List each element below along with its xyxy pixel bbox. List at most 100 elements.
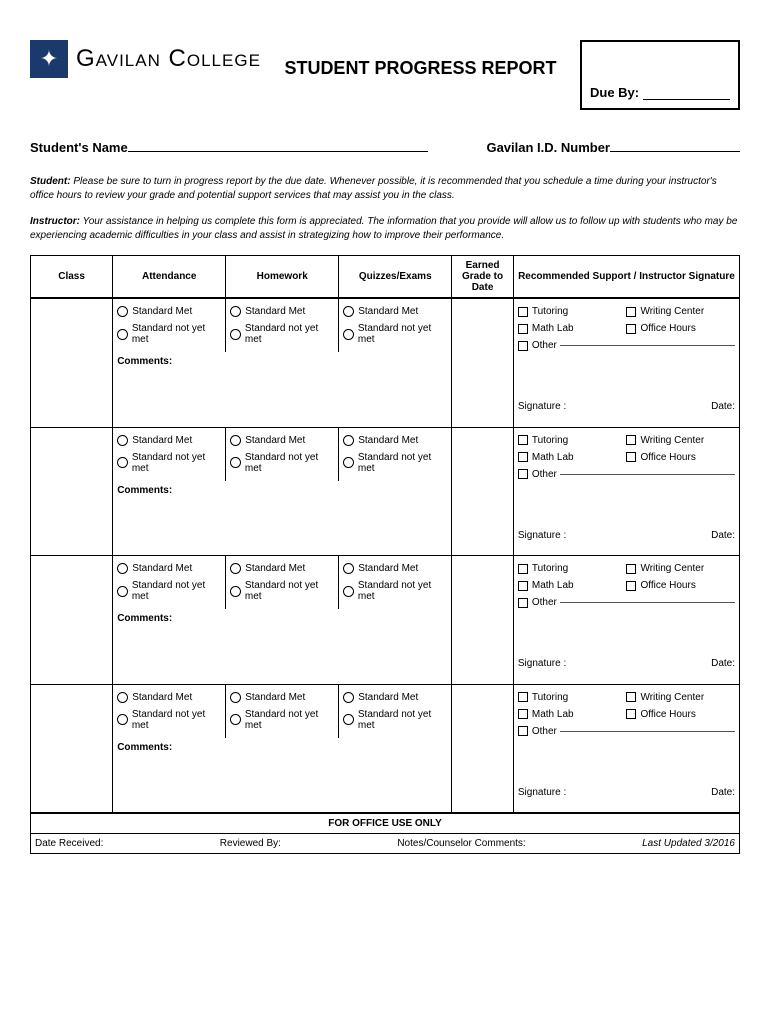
option-met[interactable]: Standard Met <box>343 560 447 577</box>
class-cell[interactable] <box>31 684 113 813</box>
option-met[interactable]: Standard Met <box>117 432 221 449</box>
option-met[interactable]: Standard Met <box>117 689 221 706</box>
option-not-met[interactable]: Standard not yet met <box>343 706 447 734</box>
option-not-met[interactable]: Standard not yet met <box>343 577 447 605</box>
option-not-met[interactable]: Standard not yet met <box>117 449 221 477</box>
radio-icon[interactable] <box>343 692 354 703</box>
checkbox-icon[interactable] <box>626 452 636 462</box>
option-met[interactable]: Standard Met <box>230 560 334 577</box>
office-option[interactable]: Office Hours <box>626 449 735 466</box>
math-option[interactable]: Math Lab <box>518 706 627 723</box>
radio-icon[interactable] <box>117 563 128 574</box>
tutoring-option[interactable]: Tutoring <box>518 303 627 320</box>
option-met[interactable]: Standard Met <box>230 303 334 320</box>
radio-icon[interactable] <box>230 457 241 468</box>
option-not-met[interactable]: Standard not yet met <box>230 577 334 605</box>
option-not-met[interactable]: Standard not yet met <box>117 320 221 348</box>
option-met[interactable]: Standard Met <box>117 303 221 320</box>
other-option[interactable]: Other <box>518 337 735 354</box>
radio-icon[interactable] <box>343 714 354 725</box>
option-met[interactable]: Standard Met <box>230 432 334 449</box>
checkbox-icon[interactable] <box>518 341 528 351</box>
option-not-met[interactable]: Standard not yet met <box>343 320 447 348</box>
checkbox-icon[interactable] <box>626 581 636 591</box>
math-option[interactable]: Math Lab <box>518 577 627 594</box>
radio-icon[interactable] <box>230 692 241 703</box>
id-line[interactable] <box>610 151 740 152</box>
radio-icon[interactable] <box>117 329 128 340</box>
office-option[interactable]: Office Hours <box>626 577 735 594</box>
radio-icon[interactable] <box>117 435 128 446</box>
option-not-met[interactable]: Standard not yet met <box>230 320 334 348</box>
radio-icon[interactable] <box>117 586 128 597</box>
checkbox-icon[interactable] <box>626 307 636 317</box>
radio-icon[interactable] <box>230 306 241 317</box>
due-by-line[interactable] <box>643 99 730 100</box>
tutoring-option[interactable]: Tutoring <box>518 432 627 449</box>
checkbox-icon[interactable] <box>518 726 528 736</box>
class-cell[interactable] <box>31 427 113 556</box>
office-option[interactable]: Office Hours <box>626 706 735 723</box>
option-met[interactable]: Standard Met <box>343 689 447 706</box>
checkbox-icon[interactable] <box>626 324 636 334</box>
radio-icon[interactable] <box>117 457 128 468</box>
class-cell[interactable] <box>31 556 113 685</box>
writing-option[interactable]: Writing Center <box>626 432 735 449</box>
checkbox-icon[interactable] <box>518 469 528 479</box>
other-line[interactable] <box>560 602 735 603</box>
grade-cell[interactable] <box>452 684 514 813</box>
writing-option[interactable]: Writing Center <box>626 560 735 577</box>
writing-option[interactable]: Writing Center <box>626 689 735 706</box>
grade-cell[interactable] <box>452 427 514 556</box>
option-met[interactable]: Standard Met <box>117 560 221 577</box>
math-option[interactable]: Math Lab <box>518 320 627 337</box>
radio-icon[interactable] <box>117 692 128 703</box>
comments-cell[interactable]: Comments: <box>113 609 452 684</box>
radio-icon[interactable] <box>230 435 241 446</box>
radio-icon[interactable] <box>343 457 354 468</box>
option-not-met[interactable]: Standard not yet met <box>230 449 334 477</box>
radio-icon[interactable] <box>230 714 241 725</box>
radio-icon[interactable] <box>230 563 241 574</box>
other-line[interactable] <box>560 731 735 732</box>
checkbox-icon[interactable] <box>518 564 528 574</box>
other-option[interactable]: Other <box>518 594 735 611</box>
radio-icon[interactable] <box>230 586 241 597</box>
option-not-met[interactable]: Standard not yet met <box>343 449 447 477</box>
radio-icon[interactable] <box>230 329 241 340</box>
grade-cell[interactable] <box>452 556 514 685</box>
office-option[interactable]: Office Hours <box>626 320 735 337</box>
radio-icon[interactable] <box>343 435 354 446</box>
option-not-met[interactable]: Standard not yet met <box>117 577 221 605</box>
radio-icon[interactable] <box>117 714 128 725</box>
other-line[interactable] <box>560 474 735 475</box>
checkbox-icon[interactable] <box>626 709 636 719</box>
radio-icon[interactable] <box>343 563 354 574</box>
checkbox-icon[interactable] <box>518 307 528 317</box>
comments-cell[interactable]: Comments: <box>113 481 452 556</box>
other-line[interactable] <box>560 345 735 346</box>
checkbox-icon[interactable] <box>518 692 528 702</box>
checkbox-icon[interactable] <box>518 709 528 719</box>
checkbox-icon[interactable] <box>518 598 528 608</box>
grade-cell[interactable] <box>452 299 514 428</box>
comments-cell[interactable]: Comments: <box>113 738 452 813</box>
tutoring-option[interactable]: Tutoring <box>518 689 627 706</box>
math-option[interactable]: Math Lab <box>518 449 627 466</box>
option-not-met[interactable]: Standard not yet met <box>230 706 334 734</box>
checkbox-icon[interactable] <box>518 435 528 445</box>
checkbox-icon[interactable] <box>626 692 636 702</box>
checkbox-icon[interactable] <box>518 581 528 591</box>
student-name-line[interactable] <box>128 151 428 152</box>
other-option[interactable]: Other <box>518 723 735 740</box>
checkbox-icon[interactable] <box>626 435 636 445</box>
comments-cell[interactable]: Comments: <box>113 352 452 427</box>
option-not-met[interactable]: Standard not yet met <box>117 706 221 734</box>
radio-icon[interactable] <box>343 329 354 340</box>
checkbox-icon[interactable] <box>626 564 636 574</box>
checkbox-icon[interactable] <box>518 452 528 462</box>
radio-icon[interactable] <box>343 306 354 317</box>
option-met[interactable]: Standard Met <box>230 689 334 706</box>
class-cell[interactable] <box>31 299 113 428</box>
checkbox-icon[interactable] <box>518 324 528 334</box>
